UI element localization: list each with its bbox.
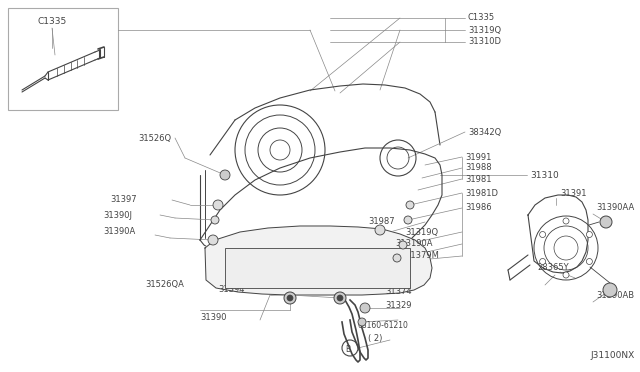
Text: 313190A: 313190A (395, 240, 433, 248)
Circle shape (360, 303, 370, 313)
Text: 31329: 31329 (385, 301, 412, 311)
Circle shape (603, 283, 617, 297)
Circle shape (563, 272, 569, 278)
Text: 31390AB: 31390AB (596, 292, 634, 301)
Circle shape (540, 259, 546, 264)
Text: B: B (346, 344, 351, 353)
Circle shape (586, 231, 593, 237)
Circle shape (399, 241, 407, 249)
Circle shape (406, 201, 414, 209)
Text: 31991: 31991 (465, 153, 492, 161)
Text: 08160-61210: 08160-61210 (358, 321, 409, 330)
Circle shape (284, 292, 296, 304)
Circle shape (208, 235, 218, 245)
Polygon shape (528, 195, 588, 273)
Text: 31310: 31310 (530, 170, 559, 180)
Circle shape (404, 216, 412, 224)
Circle shape (600, 216, 612, 228)
Circle shape (358, 318, 366, 326)
Text: J31100NX: J31100NX (590, 350, 634, 359)
Text: 31374: 31374 (385, 288, 412, 296)
Bar (8, 8, 118, 110)
Circle shape (287, 295, 293, 301)
Text: 31986: 31986 (465, 203, 492, 212)
Circle shape (334, 292, 346, 304)
Circle shape (540, 231, 546, 237)
Circle shape (375, 225, 385, 235)
Circle shape (393, 254, 401, 262)
Text: 28365Y: 28365Y (537, 263, 568, 272)
Circle shape (213, 200, 223, 210)
Circle shape (220, 170, 230, 180)
Circle shape (563, 218, 569, 224)
Text: 31391: 31391 (560, 189, 586, 198)
Text: 38342Q: 38342Q (468, 128, 501, 137)
Text: 31390A: 31390A (103, 227, 135, 235)
Text: C1335: C1335 (468, 13, 495, 22)
Circle shape (586, 259, 593, 264)
Text: 31379M: 31379M (405, 251, 439, 260)
Text: 31397: 31397 (110, 196, 136, 205)
Text: 31981: 31981 (465, 174, 492, 183)
Text: 31988: 31988 (465, 164, 492, 173)
Bar (225, 248, 410, 288)
Text: C1335: C1335 (38, 17, 67, 26)
Text: 31390: 31390 (200, 314, 227, 323)
Text: ( 2): ( 2) (368, 334, 382, 343)
Circle shape (211, 216, 219, 224)
Polygon shape (200, 148, 442, 276)
Text: 31394E: 31394E (263, 273, 295, 282)
Circle shape (337, 295, 343, 301)
Text: 31390AA: 31390AA (596, 203, 634, 212)
Polygon shape (205, 226, 432, 295)
Text: 31526QA: 31526QA (145, 280, 184, 289)
Text: 31319Q: 31319Q (405, 228, 438, 237)
Text: 31394: 31394 (218, 285, 244, 294)
Text: 31319Q: 31319Q (468, 26, 501, 35)
Text: 31987: 31987 (368, 218, 395, 227)
Text: 31390J: 31390J (103, 211, 132, 219)
Text: 31526Q: 31526Q (138, 134, 171, 142)
Text: 31310D: 31310D (468, 38, 501, 46)
Text: 31981D: 31981D (465, 189, 498, 198)
